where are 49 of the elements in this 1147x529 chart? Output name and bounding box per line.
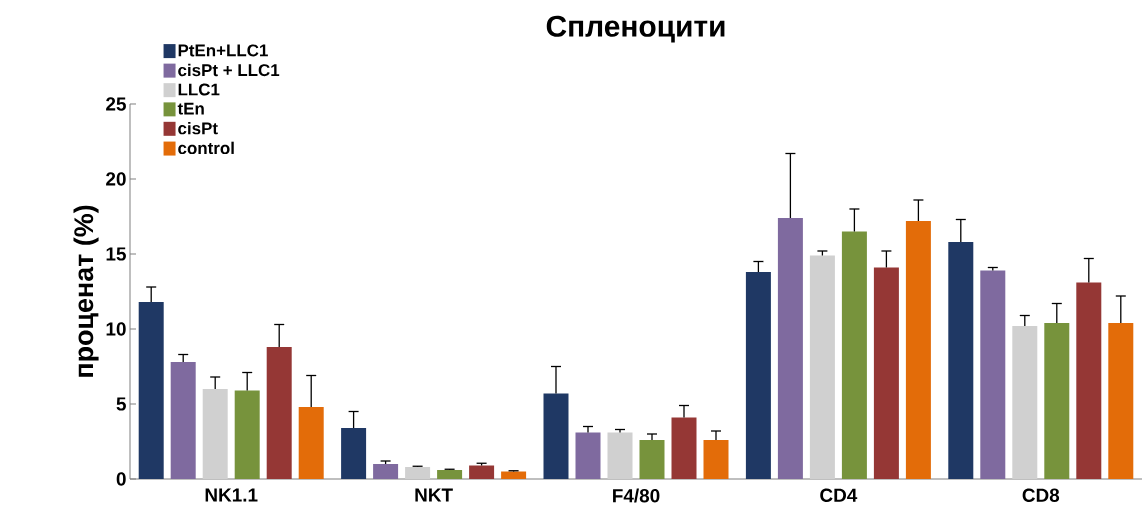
y-tick-label: 10 (106, 322, 126, 336)
y-tick-label: 20 (106, 172, 126, 186)
bar (575, 432, 601, 479)
x-tick-label: NK1.1 (205, 488, 258, 502)
legend-label: LLC1 (178, 83, 220, 96)
bar (501, 471, 527, 479)
bar (373, 464, 399, 479)
x-tick-label: F4/80 (613, 488, 660, 503)
bar (1012, 326, 1038, 479)
y-tick-label: 25 (106, 97, 126, 111)
bar (469, 465, 495, 479)
bar (170, 362, 196, 479)
bar (841, 231, 867, 479)
bar (777, 218, 803, 479)
x-tick-label: CD4 (820, 488, 858, 502)
bar (980, 270, 1006, 479)
bar (809, 255, 835, 479)
bar (298, 407, 324, 479)
y-tick-label: 0 (116, 472, 126, 486)
y-tick-label: 15 (106, 247, 126, 261)
bar (905, 221, 931, 479)
legend-label: PtEn+LLC1 (178, 44, 268, 57)
x-tick-label: CD8 (1022, 488, 1060, 502)
bar (1044, 323, 1070, 479)
x-tick-label: NKT (415, 488, 453, 502)
bar (202, 389, 228, 479)
bar (437, 470, 463, 479)
legend-label: control (178, 141, 234, 155)
bar (1108, 323, 1134, 479)
y-axis-title: проценат (%) (73, 205, 99, 377)
bar (873, 267, 899, 479)
bar (234, 390, 260, 479)
bar (948, 242, 974, 479)
legend-label: cisPt + LLC1 (178, 63, 280, 77)
chart-title: Спленоцити (546, 15, 725, 43)
bar (138, 302, 164, 479)
bar (745, 272, 771, 479)
bar (266, 347, 292, 479)
bar (341, 428, 367, 479)
bar (405, 467, 431, 479)
bar (671, 417, 697, 479)
y-tick-label: 5 (116, 397, 126, 411)
bar (1076, 282, 1102, 479)
legend-label: cisPt (178, 121, 218, 135)
bar (607, 432, 633, 479)
bar (639, 440, 665, 479)
legend-label: tEn (177, 102, 204, 115)
bar (703, 440, 729, 479)
bar (543, 393, 569, 479)
